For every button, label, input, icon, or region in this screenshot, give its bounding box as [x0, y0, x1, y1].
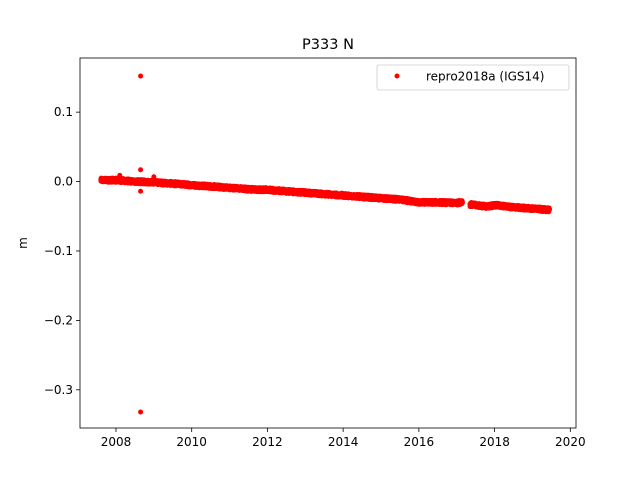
- x-tick-label: 2008: [101, 435, 132, 449]
- y-tick-label: 0.1: [54, 105, 73, 119]
- data-point: [547, 206, 552, 212]
- data-points: [98, 73, 552, 415]
- y-tick-label: −0.1: [44, 244, 73, 258]
- legend-marker: [394, 73, 400, 79]
- legend-box: [376, 64, 570, 91]
- x-tick-label: 2020: [555, 435, 586, 449]
- y-tick-label: −0.2: [44, 313, 73, 327]
- x-tick-label: 2014: [328, 435, 359, 449]
- y-axis: 0.1 0.0 −0.1 −0.2 −0.3: [44, 105, 80, 397]
- data-point: [117, 172, 123, 178]
- y-tick-label: 0.0: [54, 175, 73, 189]
- data-point: [138, 409, 144, 415]
- data-point: [138, 188, 144, 194]
- x-tick-label: 2012: [252, 435, 283, 449]
- plot-frame: [79, 57, 577, 429]
- legend: repro2018a (IGS14): [376, 64, 570, 91]
- x-tick-label: 2018: [479, 435, 510, 449]
- x-axis: 2008 2010 2012 2014 2016 2018 2020: [101, 428, 586, 449]
- x-tick-label: 2016: [404, 435, 435, 449]
- data-point: [138, 73, 144, 79]
- data-point: [459, 199, 465, 205]
- y-tick-label: −0.3: [44, 383, 73, 397]
- legend-label: repro2018a (IGS14): [426, 70, 544, 84]
- y-axis-label: m: [16, 237, 30, 249]
- data-point: [138, 167, 144, 173]
- chart-title: P333 N: [302, 37, 354, 53]
- x-tick-label: 2010: [176, 435, 207, 449]
- data-point: [151, 174, 157, 180]
